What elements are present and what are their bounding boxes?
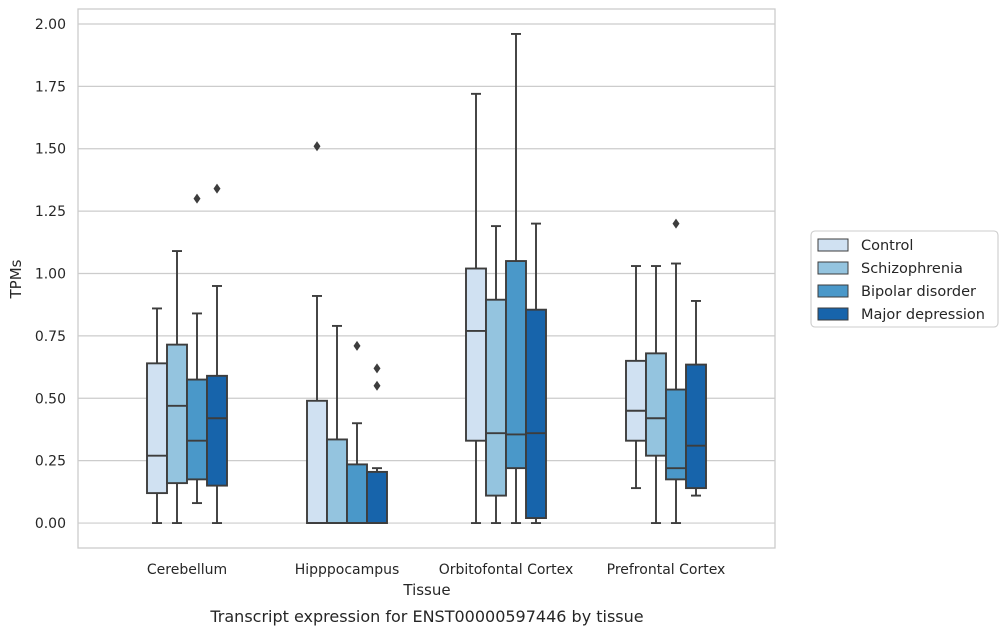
- box-iqr: [485, 298, 507, 497]
- box-iqr: [146, 362, 168, 495]
- box-iqr: [366, 470, 388, 524]
- chart-caption: Transcript expression for ENST0000059744…: [209, 607, 643, 626]
- box-iqr: [625, 359, 647, 442]
- legend-frame: [810, 230, 999, 328]
- legend-item: Bipolar disorder: [817, 284, 976, 300]
- box-bipolar-disorder: [505, 33, 527, 524]
- box-iqr: [306, 399, 328, 524]
- y-tick-label: 0.75: [35, 329, 66, 345]
- legend-label: Schizophrenia: [861, 261, 963, 277]
- box-schizophrenia: [485, 225, 507, 524]
- legend-label: Major depression: [861, 307, 985, 323]
- box-iqr: [186, 378, 208, 481]
- outlier-point: [672, 218, 680, 229]
- x-axis-label: Tissue: [402, 581, 450, 599]
- y-tick-label: 1.50: [35, 142, 66, 158]
- box-iqr: [346, 463, 368, 524]
- outlier-point: [373, 380, 381, 391]
- x-tick-label: Orbitofontal Cortex: [439, 562, 574, 578]
- box-control: [625, 265, 647, 490]
- box-schizophrenia: [645, 265, 667, 524]
- legend-swatch: [817, 307, 849, 321]
- x-tick-label: Hipppocampus: [295, 562, 400, 578]
- box-iqr: [465, 267, 487, 442]
- outlier-point: [353, 340, 361, 351]
- box-bipolar-disorder: [665, 218, 687, 524]
- box-iqr: [665, 388, 687, 481]
- y-tick-label: 2.00: [35, 17, 66, 33]
- outlier-point: [373, 363, 381, 374]
- box-control: [146, 307, 168, 524]
- box-control: [465, 92, 487, 524]
- y-tick-label: 0.00: [35, 516, 66, 532]
- box-iqr: [685, 363, 707, 490]
- legend-item: Control: [817, 238, 913, 254]
- outlier-point: [313, 141, 321, 152]
- plot-frame: [77, 8, 776, 549]
- box-control: [306, 141, 328, 524]
- y-tick-label: 0.25: [35, 454, 66, 470]
- outlier-point: [193, 193, 201, 204]
- box-iqr: [505, 260, 527, 470]
- legend-swatch: [817, 261, 849, 275]
- box-bipolar-disorder: [346, 340, 368, 524]
- x-tick-labels: Cerebellum Hipppocampus Orbitofontal Corte…: [147, 562, 725, 578]
- legend-swatch: [817, 284, 849, 298]
- box-iqr: [645, 352, 667, 457]
- box-iqr: [326, 438, 348, 524]
- y-tick-label: 1.75: [35, 79, 66, 95]
- legend-label: Bipolar disorder: [861, 284, 976, 300]
- box-major-depression: [366, 363, 388, 524]
- box-iqr: [166, 343, 188, 485]
- box-schizophrenia: [326, 324, 348, 524]
- box-iqr: [206, 374, 228, 487]
- legend-item: Schizophrenia: [817, 261, 963, 277]
- y-tick-label: 0.50: [35, 391, 66, 407]
- box-major-depression: [525, 222, 547, 524]
- y-axis-label: TPMs: [7, 259, 25, 299]
- y-tick-labels: 0.00 0.25 0.50 0.75 1.00 1.25 1.50 1.75 2.00: [35, 17, 66, 532]
- box-major-depression: [685, 300, 707, 497]
- legend-label: Control: [861, 238, 913, 254]
- outlier-point: [213, 183, 221, 194]
- legend: Control Schizophrenia Bipolar disorder Majo…: [810, 230, 999, 328]
- legend-item: Major depression: [817, 307, 985, 323]
- x-tick-label: Cerebellum: [147, 562, 227, 578]
- x-tick-label: Prefrontal Cortex: [607, 562, 726, 578]
- y-tick-label: 1.00: [35, 267, 66, 283]
- box-iqr: [525, 308, 547, 520]
- box-schizophrenia: [166, 250, 188, 524]
- plot-boxes: [146, 33, 707, 524]
- y-tick-label: 1.25: [35, 204, 66, 220]
- box-major-depression: [206, 183, 228, 524]
- legend-swatch: [817, 238, 849, 252]
- box-bipolar-disorder: [186, 193, 208, 505]
